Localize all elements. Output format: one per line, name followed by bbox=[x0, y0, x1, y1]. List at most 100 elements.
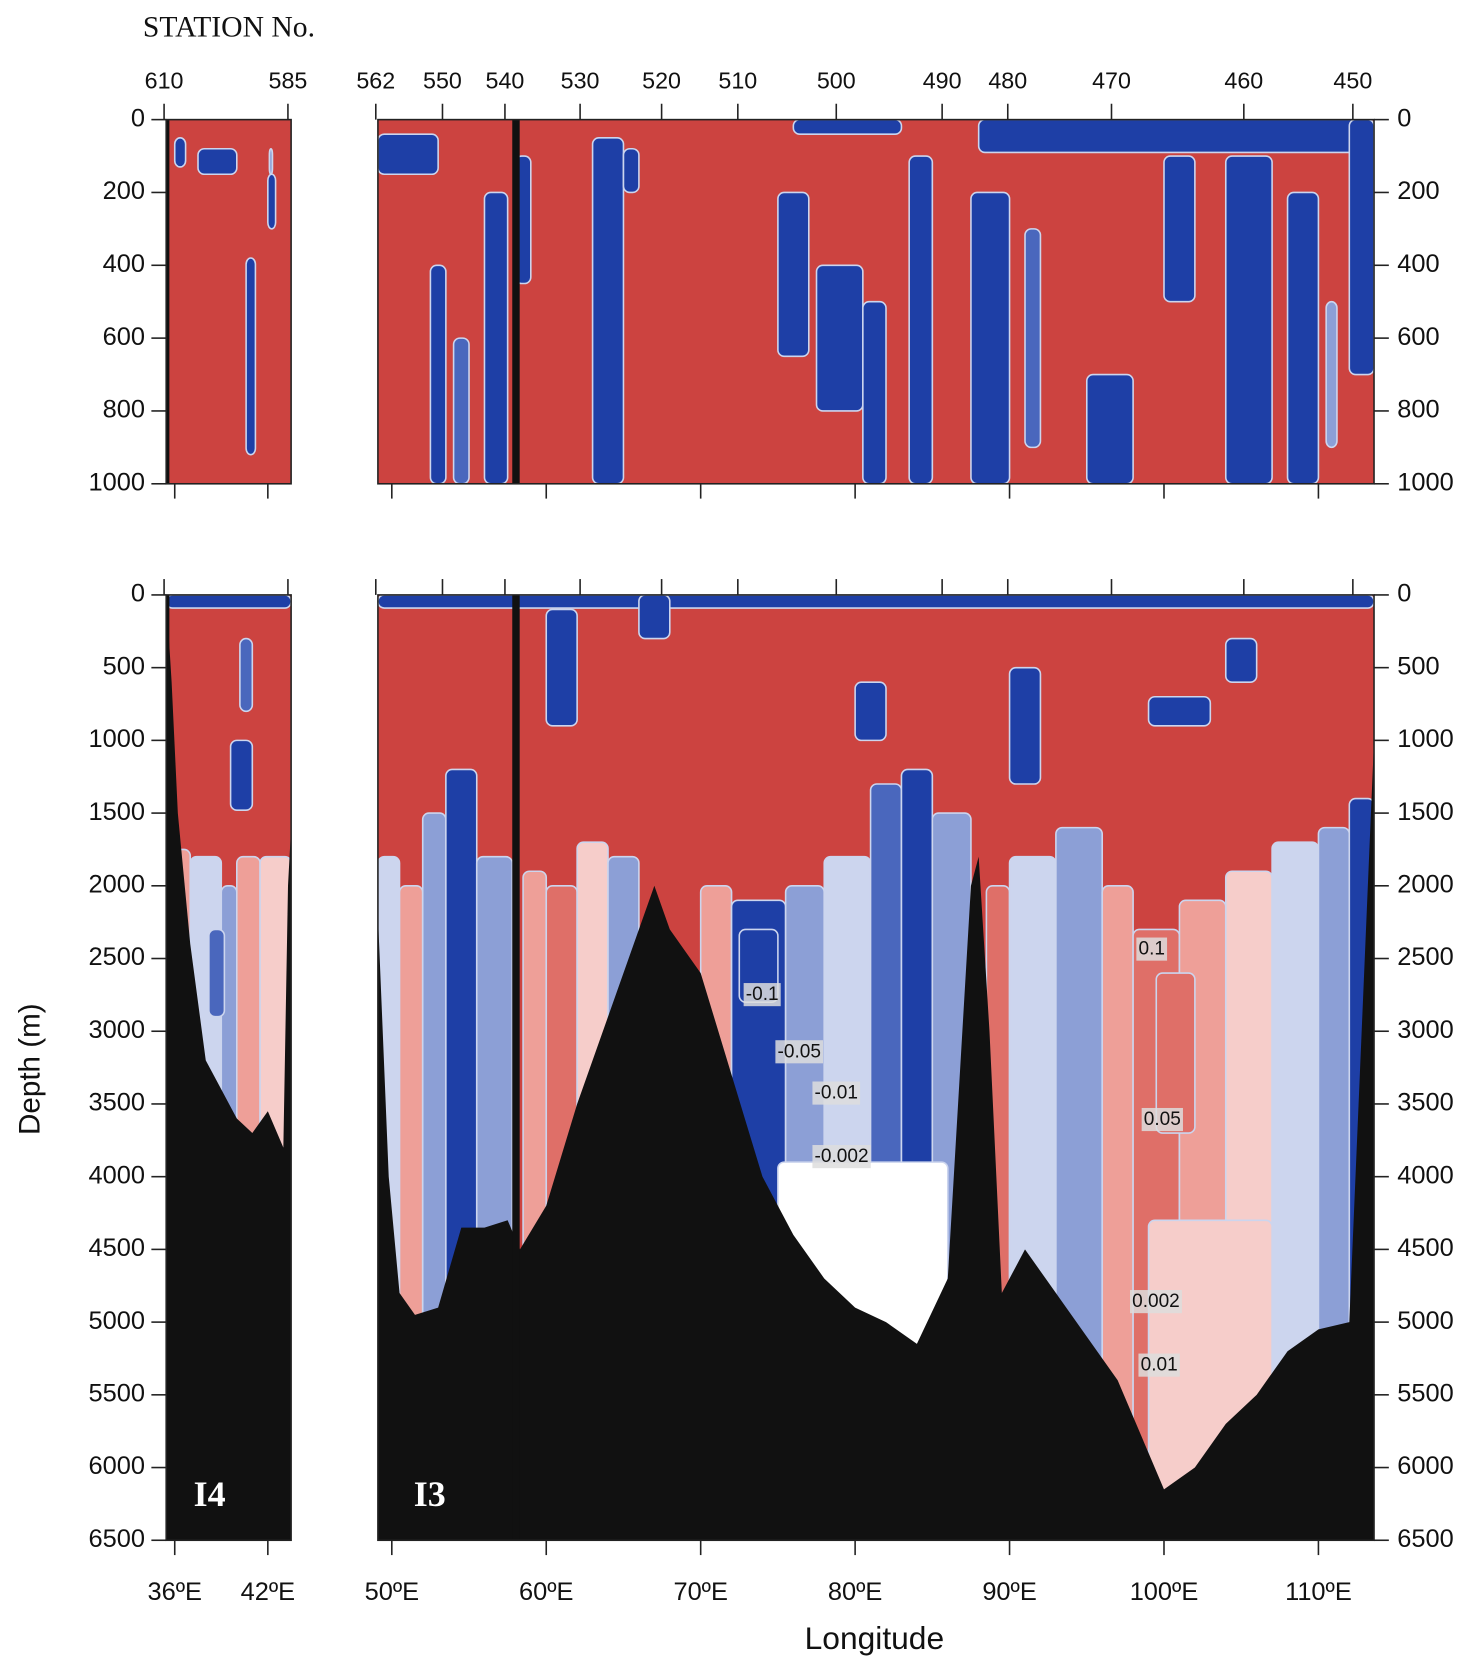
x-tick-label: 42ºE bbox=[241, 1578, 295, 1606]
contour-label-bg bbox=[1141, 1107, 1183, 1132]
station-label: 562 bbox=[356, 68, 395, 94]
contour-label: -0.1 bbox=[746, 984, 779, 1005]
station-label: 550 bbox=[423, 68, 462, 94]
field-patch bbox=[815, 264, 864, 412]
edge-bar bbox=[166, 594, 170, 1541]
y-tick-label: 0 bbox=[1397, 104, 1411, 132]
station-label: 585 bbox=[269, 68, 308, 94]
y-tick-label: 3500 bbox=[89, 1089, 145, 1117]
y-tick-label: 0 bbox=[131, 104, 145, 132]
field-patch bbox=[777, 191, 810, 358]
x-tick-label: 36ºE bbox=[148, 1578, 202, 1606]
y-tick-label: 0 bbox=[1397, 580, 1411, 608]
field-patch bbox=[591, 137, 625, 484]
panel-frame bbox=[377, 118, 1375, 485]
y-tick-label: 200 bbox=[103, 177, 145, 205]
field-patch bbox=[429, 264, 447, 484]
y-tick-label: 5000 bbox=[1397, 1307, 1453, 1335]
y-tick-label: 5500 bbox=[1397, 1380, 1453, 1408]
y-tick-label: 2000 bbox=[89, 871, 145, 899]
field-patch bbox=[1163, 155, 1196, 303]
field-patch bbox=[1348, 119, 1375, 376]
contour-label-bg bbox=[812, 1081, 861, 1105]
y-tick-label: 500 bbox=[1397, 652, 1439, 680]
y-tick-label: 4000 bbox=[1397, 1161, 1453, 1189]
y-tick-label: 600 bbox=[1397, 323, 1439, 351]
y-tick-label: 6500 bbox=[89, 1525, 145, 1553]
bathymetry bbox=[377, 740, 1375, 1541]
station-label: 480 bbox=[988, 68, 1027, 94]
contour-label-bg bbox=[1130, 1290, 1182, 1314]
field-patch bbox=[862, 300, 887, 484]
field-patch bbox=[1325, 300, 1338, 449]
x-tick-label: 60ºE bbox=[519, 1578, 573, 1606]
field-patch bbox=[245, 257, 257, 456]
contour-field bbox=[166, 594, 292, 1541]
field-patch bbox=[268, 147, 274, 176]
contour-field bbox=[377, 594, 1375, 1541]
field-patch bbox=[239, 637, 254, 713]
y-tick-label: 0 bbox=[131, 580, 145, 608]
y-tick-label: 600 bbox=[103, 323, 145, 351]
field-patch bbox=[1085, 373, 1134, 484]
y-tick-label: 1000 bbox=[89, 468, 145, 496]
field-patch bbox=[977, 119, 1375, 154]
field-patch bbox=[483, 191, 509, 484]
contour-label: 0.1 bbox=[1138, 939, 1164, 960]
field-patch bbox=[545, 608, 578, 727]
bathymetry bbox=[166, 594, 292, 1541]
station-label: 530 bbox=[561, 68, 600, 94]
y-tick-label: 4500 bbox=[89, 1234, 145, 1262]
field-patch bbox=[1008, 666, 1042, 785]
field-patch bbox=[1224, 637, 1258, 683]
station-axis-title: STATION No. bbox=[143, 11, 315, 43]
y-tick-label: 400 bbox=[103, 250, 145, 278]
y-tick-label: 800 bbox=[1397, 396, 1439, 424]
field-patch bbox=[229, 739, 254, 811]
contour-field bbox=[166, 119, 292, 484]
contour-label-bg bbox=[775, 1040, 824, 1064]
contour-label-bg bbox=[1138, 1353, 1180, 1377]
station-label: 490 bbox=[923, 68, 962, 94]
y-tick-label: 2500 bbox=[89, 943, 145, 971]
field-patch bbox=[208, 928, 226, 1018]
contour-label: -0.002 bbox=[815, 1146, 869, 1167]
field-patch bbox=[197, 147, 238, 176]
y-tick-label: 1000 bbox=[1397, 468, 1453, 496]
y-tick-label: 400 bbox=[1397, 250, 1439, 278]
y-tick-label: 6500 bbox=[1397, 1525, 1453, 1553]
contour-label: 0.01 bbox=[1141, 1355, 1178, 1376]
field-patch bbox=[377, 594, 1375, 609]
contour-field bbox=[377, 119, 1375, 484]
field-patch bbox=[1155, 972, 1196, 1134]
contour-label: -0.01 bbox=[815, 1083, 858, 1104]
y-tick-label: 4000 bbox=[89, 1161, 145, 1189]
field-patch bbox=[638, 594, 671, 640]
field-patch bbox=[792, 119, 903, 135]
field-patch bbox=[452, 337, 470, 484]
contour-label: 0.002 bbox=[1132, 1291, 1180, 1312]
field-patch bbox=[970, 191, 1011, 484]
edge-bar bbox=[166, 119, 170, 484]
field-patch bbox=[267, 173, 277, 230]
station-label: 460 bbox=[1224, 68, 1263, 94]
y-tick-label: 3000 bbox=[89, 1016, 145, 1044]
y-tick-label: 500 bbox=[103, 652, 145, 680]
station-label: 470 bbox=[1092, 68, 1131, 94]
y-tick-label: 3000 bbox=[1397, 1016, 1453, 1044]
station-label: 540 bbox=[486, 68, 525, 94]
y-tick-label: 6000 bbox=[89, 1452, 145, 1480]
station-label: 610 bbox=[145, 68, 184, 94]
y-tick-label: 3500 bbox=[1397, 1089, 1453, 1117]
contour-label-bg bbox=[743, 983, 781, 1007]
y-tick-label: 2000 bbox=[1397, 871, 1453, 899]
station-gap-bar bbox=[512, 119, 520, 484]
x-tick-label: 90ºE bbox=[982, 1578, 1036, 1606]
x-tick-label: 110ºE bbox=[1285, 1578, 1352, 1606]
y-tick-label: 5000 bbox=[89, 1307, 145, 1335]
section-label: I3 bbox=[414, 1474, 446, 1514]
station-label: 520 bbox=[642, 68, 681, 94]
field-patch bbox=[1024, 228, 1042, 449]
